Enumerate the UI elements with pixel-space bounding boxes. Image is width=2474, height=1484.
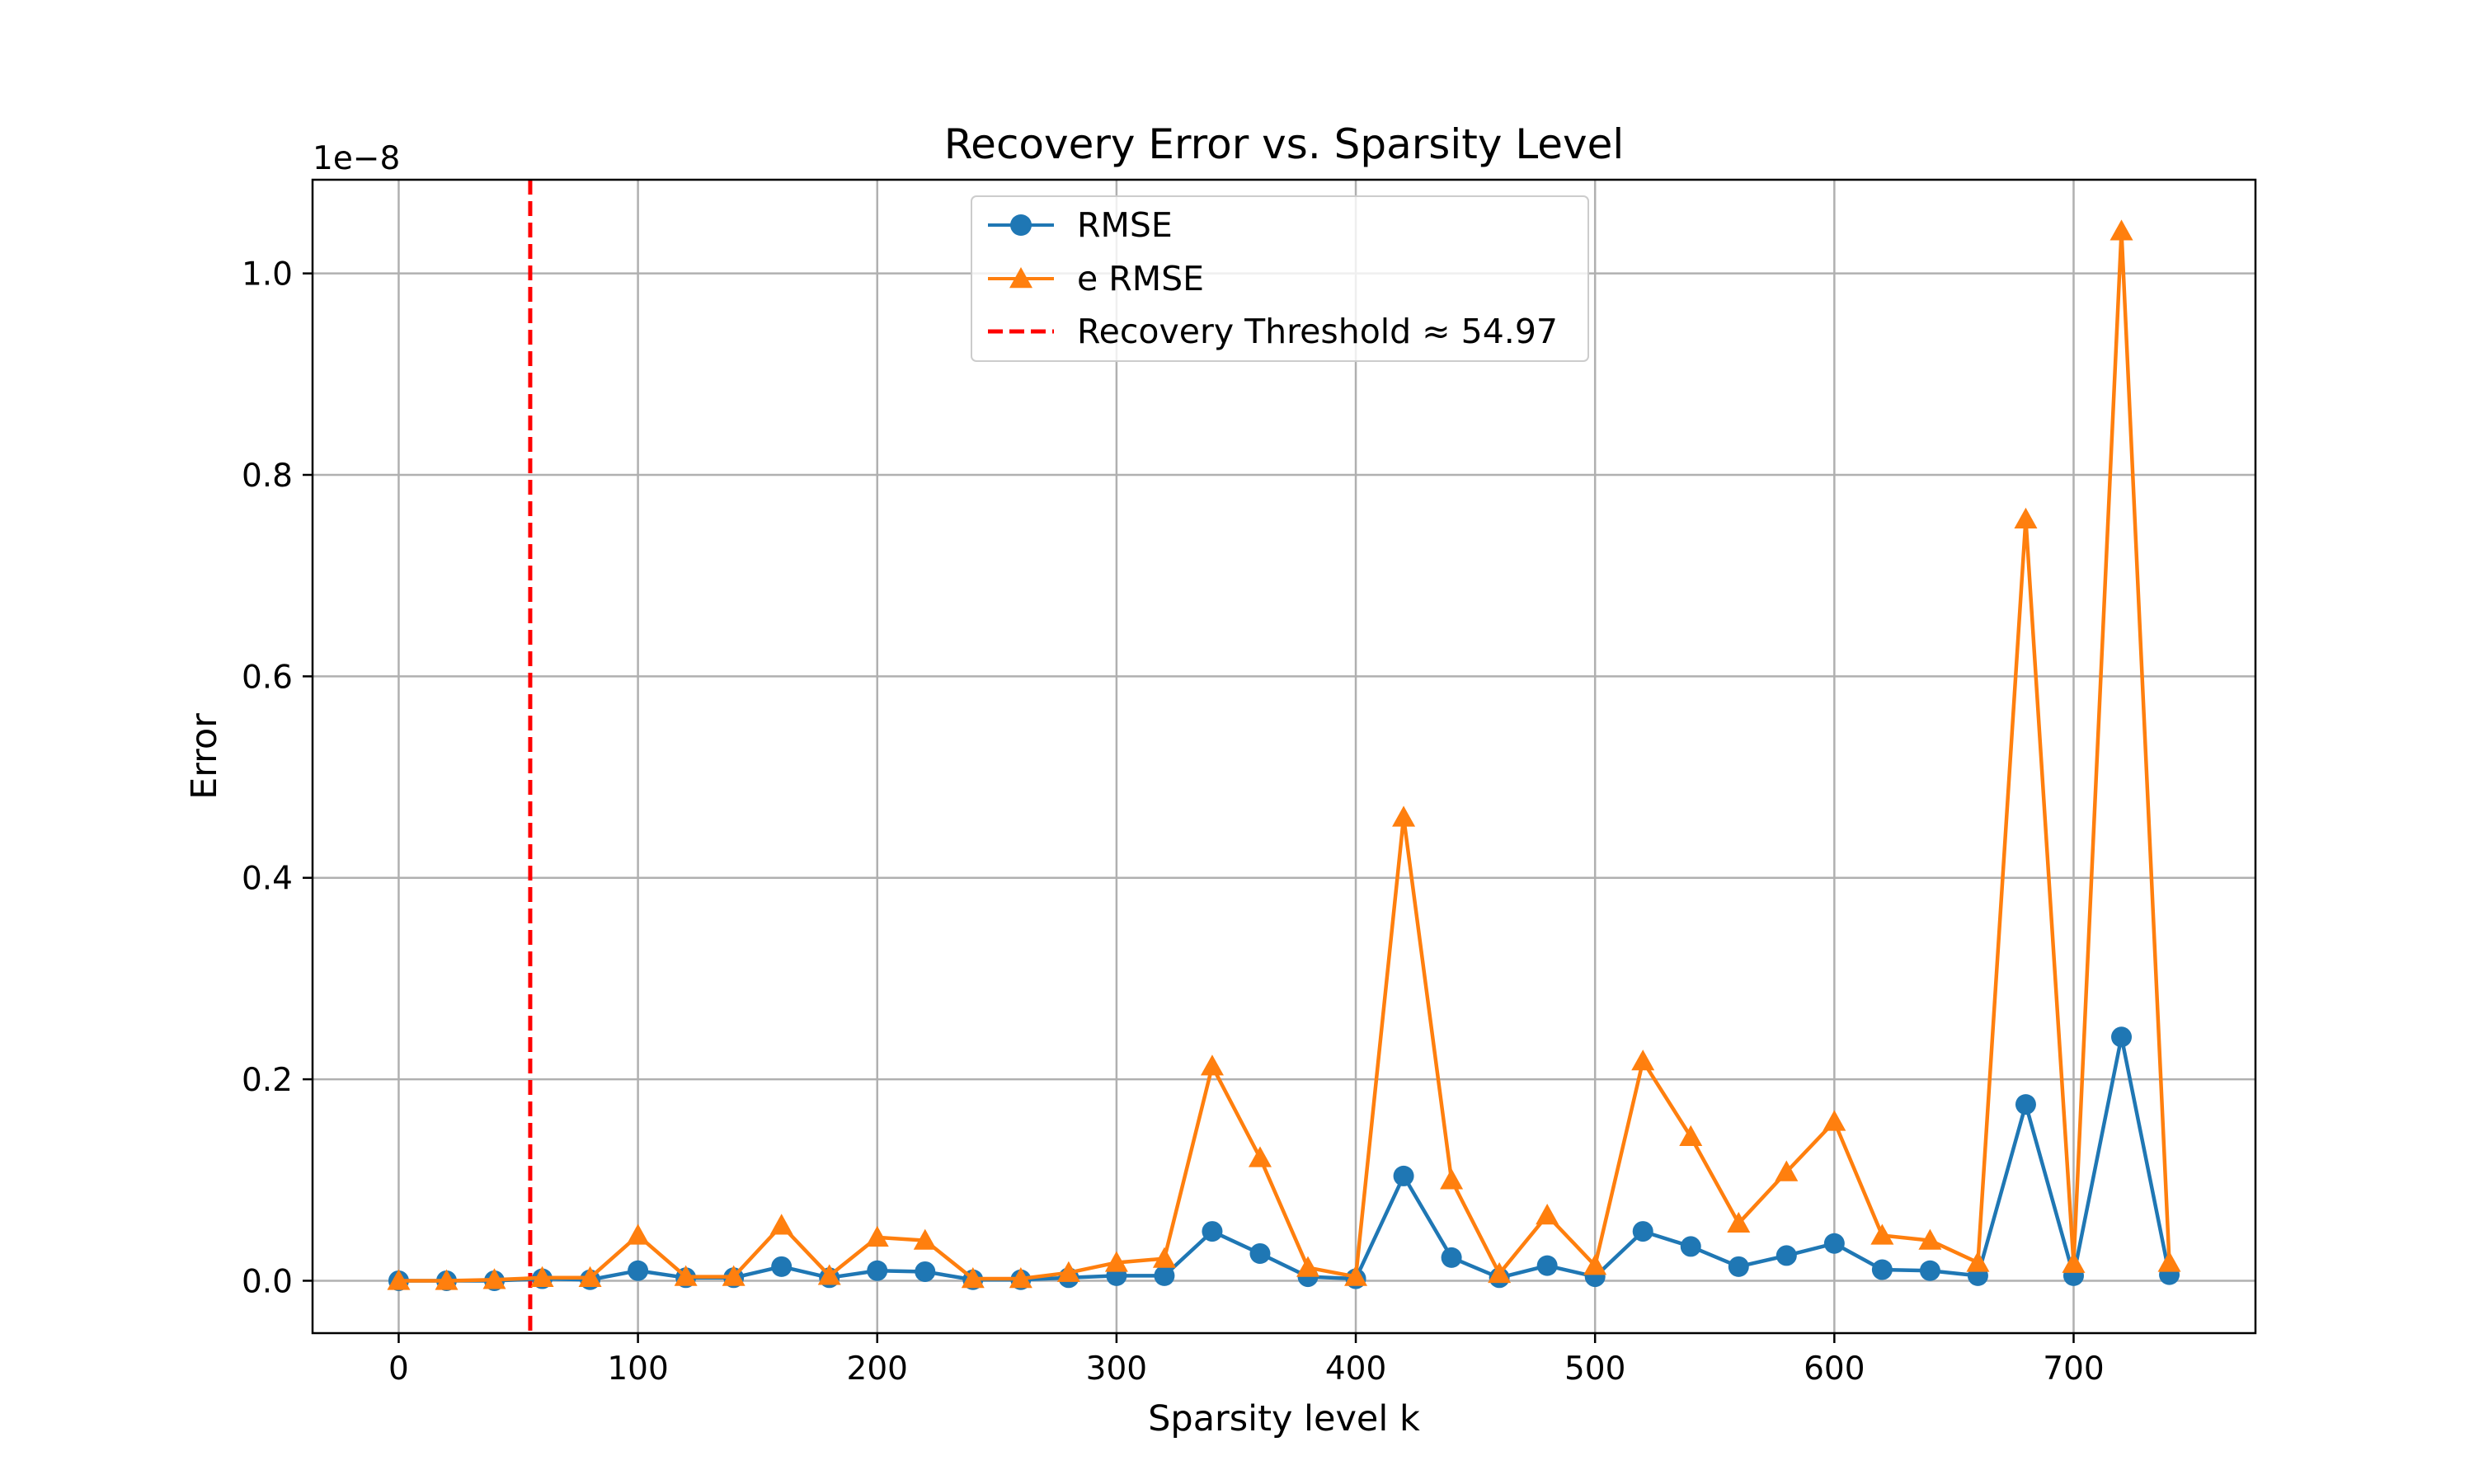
data-point-rmse [1536,1255,1558,1276]
data-point-e-rmse [2157,1251,2181,1272]
data-point-e-rmse [865,1225,889,1247]
legend-label-e-rmse: e RMSE [1077,259,1204,298]
legend-entry-threshold: Recovery Threshold ≈ 54.97 [988,312,1558,351]
data-point-rmse [1871,1259,1893,1280]
x-axis-label: Sparsity level k [1148,1398,1420,1439]
data-point-e-rmse [1248,1146,1272,1167]
series-line-e-rmse [398,229,2171,1283]
data-point-rmse [2015,1094,2036,1115]
data-point-e-rmse [1583,1254,1607,1275]
data-point-e-rmse [1104,1251,1128,1272]
data-point-e-rmse [674,1265,698,1286]
data-point-e-rmse [1009,1267,1032,1289]
data-point-e-rmse [1200,1054,1224,1076]
data-point-rmse [867,1260,888,1281]
data-point-e-rmse [1488,1261,1512,1284]
data-point-e-rmse [435,1269,459,1290]
data-point-rmse [1823,1233,1845,1254]
legend-label-threshold: Recovery Threshold ≈ 54.97 [1077,312,1558,351]
legend-marker-rmse [1010,214,1032,236]
data-point-e-rmse [1344,1265,1368,1286]
data-point-rmse [1632,1221,1653,1242]
y-tick-label: 0.6 [242,659,293,696]
data-point-e-rmse [1152,1247,1176,1268]
x-tick-label: 100 [607,1350,668,1388]
y-tick-label: 0.0 [242,1263,293,1300]
data-point-e-rmse [769,1214,793,1235]
data-point-e-rmse [1056,1261,1080,1282]
data-point-e-rmse [530,1266,554,1287]
data-point-e-rmse [1823,1110,1846,1131]
plot-frame [311,178,2257,1335]
data-point-rmse [1919,1260,1940,1281]
data-point-rmse [1154,1265,1175,1286]
x-tick-label: 200 [847,1350,908,1388]
data-point-e-rmse [1392,805,1416,827]
data-point-e-rmse [387,1269,411,1290]
y-tick-label: 0.4 [242,861,293,898]
series-e-rmse [387,219,2181,1290]
data-point-rmse [2111,1026,2133,1048]
axis-ticks: 0 100 200 300 400 500 600 700 0.0 0.2 0.4 0.6 0.8 1.0 [242,256,2105,1388]
data-point-e-rmse [578,1266,602,1287]
data-point-rmse [1202,1221,1223,1242]
data-point-e-rmse [1679,1125,1703,1146]
data-point-rmse [915,1261,936,1282]
legend-entry-rmse: RMSE [988,205,1173,245]
data-point-e-rmse [1966,1251,1990,1272]
chart-title: Recovery Error vs. Sparsity Level [944,120,1625,168]
legend-label-rmse: RMSE [1077,205,1173,245]
data-point-rmse [628,1260,649,1281]
data-point-e-rmse [2109,219,2133,241]
x-tick-label: 400 [1325,1350,1386,1388]
y-tick-label: 0.2 [242,1062,293,1099]
x-tick-label: 500 [1564,1350,1625,1388]
data-point-rmse [1249,1242,1271,1264]
data-point-rmse [1728,1256,1749,1277]
data-point-e-rmse [1727,1211,1751,1233]
data-point-e-rmse [482,1268,506,1289]
x-tick-label: 300 [1086,1350,1147,1388]
data-point-e-rmse [1440,1168,1464,1190]
data-point-e-rmse [1296,1256,1320,1277]
data-point-e-rmse [961,1267,985,1289]
legend: RMSE e RMSE Recovery Threshold ≈ 54.97 [971,195,1589,362]
x-tick-label: 600 [1804,1350,1865,1388]
data-point-rmse [1393,1165,1414,1186]
data-point-e-rmse [817,1264,841,1285]
y-offset-label: 1e−8 [313,140,400,177]
data-point-rmse [771,1256,793,1277]
data-point-e-rmse [1536,1204,1559,1225]
x-tick-label: 700 [2043,1350,2104,1388]
legend-box [971,195,1589,362]
data-point-e-rmse [626,1223,650,1245]
y-tick-label: 0.8 [242,458,293,495]
data-point-e-rmse [2014,507,2038,528]
y-tick-label: 1.0 [242,256,293,294]
data-point-e-rmse [722,1265,745,1286]
legend-marker-e-rmse [1009,267,1032,289]
data-point-e-rmse [913,1228,937,1250]
data-point-e-rmse [1918,1228,1942,1250]
data-point-rmse [1776,1245,1797,1266]
data-point-e-rmse [2062,1252,2086,1273]
y-axis-label: Error [184,713,225,800]
x-tick-label: 0 [388,1350,409,1388]
data-point-rmse [1680,1236,1701,1257]
data-point-rmse [1441,1247,1462,1268]
legend-entry-e-rmse: e RMSE [988,259,1204,298]
data-point-e-rmse [1775,1160,1799,1181]
data-point-e-rmse [1631,1050,1655,1071]
data-point-e-rmse [1870,1223,1894,1245]
series-layer [387,219,2181,1291]
